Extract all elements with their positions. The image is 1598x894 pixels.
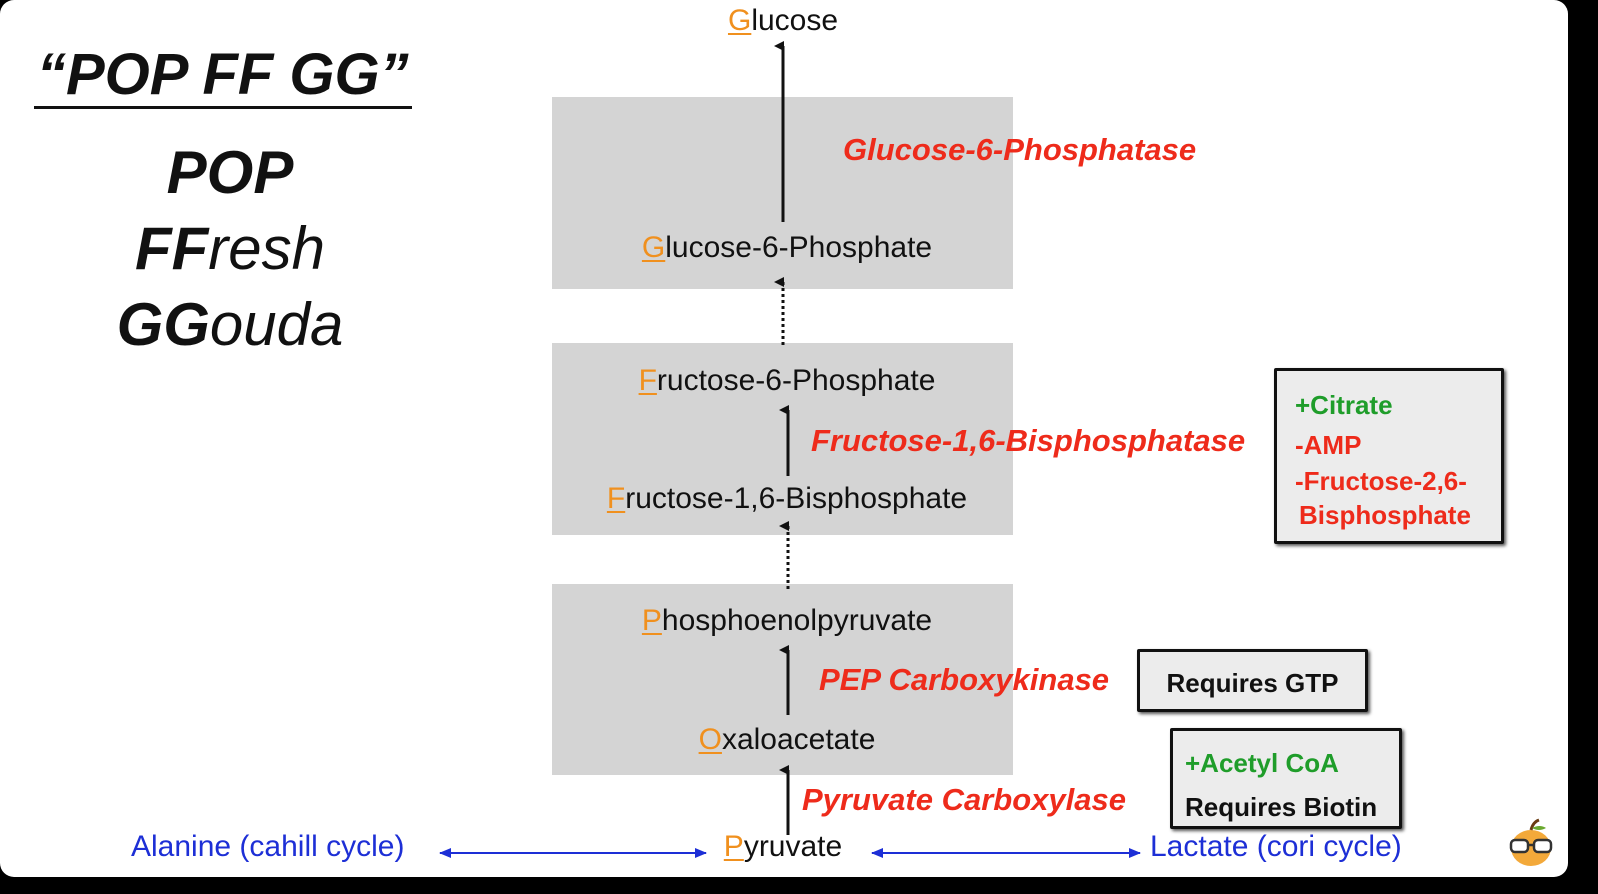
first-letter: G [727,4,752,37]
metabolite-pyruvate: Pyruvate [683,830,883,864]
apple-glasses-logo-icon [1509,818,1553,866]
metabolite-fructose-1-6-bisphosphate: Fructose-1,6-Bisphosphate [552,482,1022,516]
first-letter: P [641,604,662,637]
note-requires-biotin: Requires Biotin [1185,792,1378,822]
enzyme-pep-carboxykinase: PEP Carboxykinase [819,662,1110,697]
mnemonic-bold: GG [116,291,210,358]
note-requires-gtp: Requires GTP [1166,668,1339,698]
mnemonic-title: “POP FF GG” [34,44,412,109]
mnemonic-rest: ouda [209,291,344,358]
source-alanine: Alanine (cahill cycle) [131,830,405,863]
first-letter: O [698,723,722,756]
metabolite-rest: lucose [751,4,839,37]
metabolite-oxaloacetate: Oxaloacetate [552,723,1022,757]
enzyme-glucose-6-phosphatase: Glucose-6-Phosphatase [843,132,1197,167]
enzyme-fructose-1-6-bisphosphatase: Fructose-1,6-Bisphosphatase [811,423,1246,458]
metabolite-rest: hosphoenolpyruvate [661,604,933,637]
metabolite-glucose-6-phosphate: Glucose-6-Phosphate [552,231,1022,265]
note-activator-acetyl-coa: +Acetyl CoA [1185,748,1339,778]
box-fbpase-step [552,343,1013,535]
metabolite-phosphoenolpyruvate: Phosphoenolpyruvate [552,604,1022,638]
mnemonic-line-pop: POP [30,138,430,207]
first-letter: F [638,364,657,397]
metabolite-rest: xaloacetate [721,723,876,756]
mnemonic-line-ggouda: GGouda [30,290,430,359]
mnemonic-line-ffresh: FFresh [30,214,430,283]
enzyme-pyruvate-carboxylase: Pyruvate Carboxylase [802,782,1126,817]
metabolite-rest: yruvate [743,830,843,863]
metabolite-glucose: Glucose [683,4,883,38]
mnemonic-rest: resh [208,215,326,282]
mnemonic-bold: FF [134,215,209,282]
metabolite-rest: lucose-6-Phosphate [665,231,933,264]
note-pepck-gtp: Requires GTP [1137,649,1368,712]
note-fbpase-regulation: +Citrate -AMP -Fructose-2,6- Bisphosphat… [1274,368,1504,544]
box-pep-step [552,584,1013,775]
note-inhibitor-f26bp-cont: Bisphosphate [1299,500,1471,530]
first-letter: F [606,482,626,515]
metabolite-fructose-6-phosphate: Fructose-6-Phosphate [552,364,1022,398]
note-inhibitor-f26bp: -Fructose-2,6- [1295,466,1467,496]
note-inhibitor-amp: -AMP [1295,430,1362,460]
slide: “POP FF GG” POP FFresh GGouda Glucose Gl… [0,0,1568,877]
note-activator-citrate: +Citrate [1295,390,1393,420]
first-letter: P [723,830,744,863]
metabolite-rest: ructose-1,6-Bisphosphate [625,482,968,515]
metabolite-rest: ructose-6-Phosphate [656,364,936,397]
pathway-arrows [439,41,1141,858]
first-letter: G [641,231,666,264]
note-pc-regulation: +Acetyl CoA Requires Biotin [1170,728,1402,829]
source-lactate: Lactate (cori cycle) [1150,830,1402,863]
mnemonic-bold: POP [166,139,294,206]
